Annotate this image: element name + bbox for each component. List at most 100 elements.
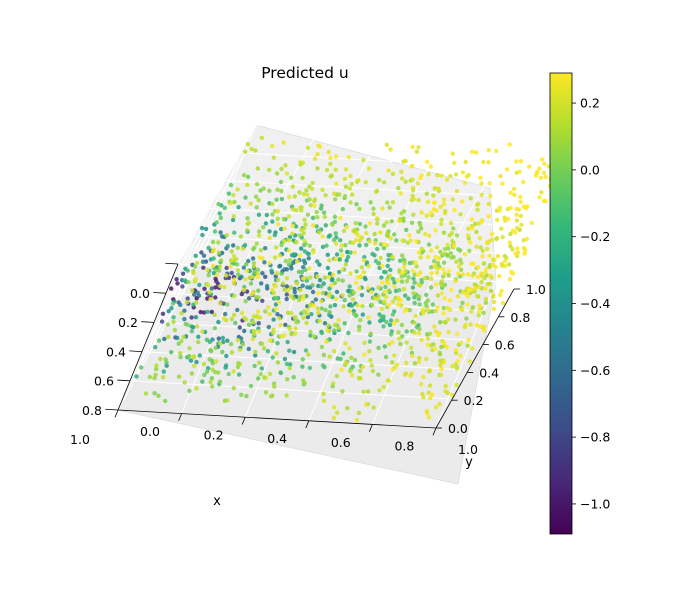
scatter-point bbox=[226, 371, 231, 377]
scatter-point bbox=[354, 202, 359, 207]
scatter-point bbox=[428, 164, 433, 169]
colorbar-gradient bbox=[549, 72, 573, 535]
scatter-point bbox=[270, 212, 275, 217]
scatter-point bbox=[421, 395, 426, 400]
scatter-point bbox=[386, 281, 391, 286]
scatter-point bbox=[474, 244, 479, 249]
scatter-point bbox=[480, 254, 485, 259]
scatter-point bbox=[257, 229, 262, 234]
scatter-point bbox=[348, 173, 353, 179]
scatter-point bbox=[390, 171, 396, 177]
scatter-point bbox=[515, 246, 520, 251]
scatter-point bbox=[287, 348, 292, 353]
scatter-point bbox=[179, 311, 184, 316]
scatter-point bbox=[225, 338, 230, 343]
scatter-point bbox=[376, 294, 381, 299]
scatter-point bbox=[418, 255, 423, 260]
scatter-point bbox=[414, 264, 419, 269]
scatter-point bbox=[206, 245, 211, 251]
scatter-point bbox=[284, 361, 290, 367]
scatter-point bbox=[425, 307, 431, 313]
scatter-point bbox=[340, 389, 345, 394]
scatter-point bbox=[439, 291, 444, 296]
scatter-point bbox=[261, 225, 266, 230]
scatter-point bbox=[412, 272, 417, 277]
scatter-point bbox=[169, 306, 174, 311]
scatter-point bbox=[411, 291, 416, 296]
scatter-point bbox=[223, 365, 228, 370]
scatter-point bbox=[343, 360, 349, 365]
scatter-point bbox=[460, 170, 466, 175]
scatter-point bbox=[488, 273, 493, 278]
scatter-point bbox=[256, 198, 261, 203]
scatter-point bbox=[397, 288, 402, 293]
scatter-point bbox=[323, 307, 328, 313]
scatter-point bbox=[498, 292, 503, 298]
scatter-points bbox=[134, 135, 553, 423]
scatter-point bbox=[334, 289, 340, 295]
scatter-point bbox=[331, 415, 337, 421]
scatter-point bbox=[468, 196, 473, 201]
scatter-point bbox=[275, 216, 280, 221]
scatter-point bbox=[275, 312, 280, 317]
scatter-point bbox=[263, 309, 268, 314]
scatter-point bbox=[475, 274, 481, 280]
scatter-point bbox=[171, 315, 176, 320]
scatter-point bbox=[228, 182, 234, 188]
scatter-point bbox=[467, 248, 472, 253]
scatter-point bbox=[353, 221, 358, 226]
scatter-point bbox=[443, 383, 448, 389]
scatter-point bbox=[454, 233, 460, 238]
scatter-point bbox=[187, 388, 192, 393]
scatter-point bbox=[152, 391, 157, 396]
scatter-point bbox=[427, 415, 432, 420]
y-axis-ticks: 0.0 0.2 0.4 0.6 0.8 1.0 bbox=[114, 409, 478, 457]
scatter-point bbox=[371, 211, 376, 217]
scatter-point bbox=[442, 251, 447, 257]
scatter-point bbox=[340, 206, 345, 212]
scatter-point bbox=[523, 206, 529, 211]
scatter-point bbox=[216, 319, 221, 325]
scatter-point bbox=[220, 335, 226, 341]
scatter-point bbox=[388, 267, 393, 273]
scatter-point bbox=[364, 242, 369, 248]
scatter-point bbox=[291, 296, 296, 301]
scatter-point bbox=[288, 362, 293, 367]
scatter-point bbox=[328, 304, 333, 309]
scatter-point bbox=[284, 296, 289, 302]
scatter-point bbox=[301, 293, 306, 299]
scatter-point bbox=[411, 276, 416, 281]
scatter-point bbox=[175, 281, 180, 286]
scatter-point bbox=[210, 249, 215, 254]
scatter-point bbox=[399, 274, 404, 279]
scatter-point bbox=[500, 300, 506, 306]
scatter-point bbox=[341, 304, 346, 309]
scatter-point bbox=[455, 359, 460, 364]
scatter-point bbox=[441, 274, 446, 279]
scatter-point bbox=[324, 339, 329, 344]
scatter-point bbox=[289, 266, 294, 271]
scatter-point bbox=[212, 312, 217, 317]
scatter-point bbox=[361, 157, 366, 163]
scatter-point bbox=[204, 337, 210, 342]
scatter-point bbox=[475, 323, 480, 328]
scatter-point bbox=[241, 173, 247, 178]
scatter-point bbox=[416, 331, 422, 336]
scatter-point bbox=[272, 255, 278, 260]
scatter-point bbox=[433, 308, 438, 314]
scatter-point bbox=[433, 405, 439, 410]
scatter-point bbox=[278, 370, 283, 375]
scatter-point bbox=[270, 287, 275, 293]
scatter-point bbox=[169, 350, 174, 355]
scatter-point bbox=[387, 205, 392, 210]
scatter-point bbox=[180, 271, 186, 276]
scatter-point bbox=[214, 272, 220, 278]
scatter-point bbox=[298, 287, 303, 293]
scatter-point bbox=[317, 318, 322, 324]
scatter-point bbox=[358, 317, 363, 323]
scatter-point bbox=[380, 263, 385, 269]
scatter-point bbox=[251, 261, 257, 266]
scatter-point bbox=[176, 341, 181, 346]
scatter-point bbox=[356, 233, 361, 238]
scatter-point bbox=[347, 284, 352, 289]
